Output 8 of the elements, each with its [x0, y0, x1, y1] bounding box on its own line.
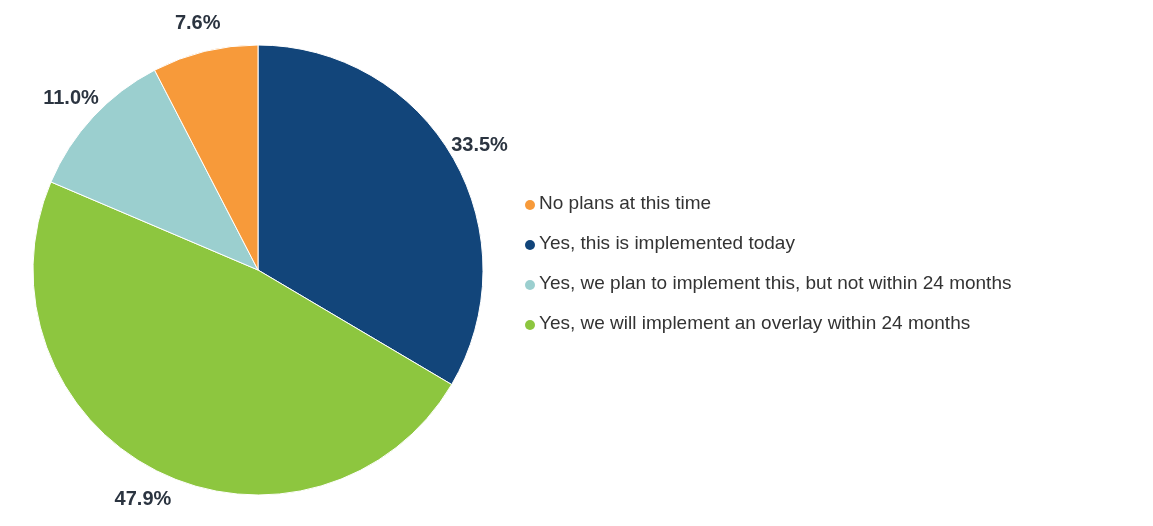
legend-label: Yes, we will implement an overlay within 24 months — [539, 312, 971, 333]
data-label: 47.9% — [114, 486, 172, 509]
legend-label: No plans at this time — [539, 192, 712, 213]
legend-label: Yes, this is implemented today — [539, 232, 795, 253]
data-label: 11.0% — [43, 85, 100, 108]
data-label: 7.6% — [174, 11, 221, 34]
data-label: 33.5% — [451, 132, 509, 155]
legend-label: Yes, we plan to implement this, but not within 24 months — [539, 272, 1012, 293]
